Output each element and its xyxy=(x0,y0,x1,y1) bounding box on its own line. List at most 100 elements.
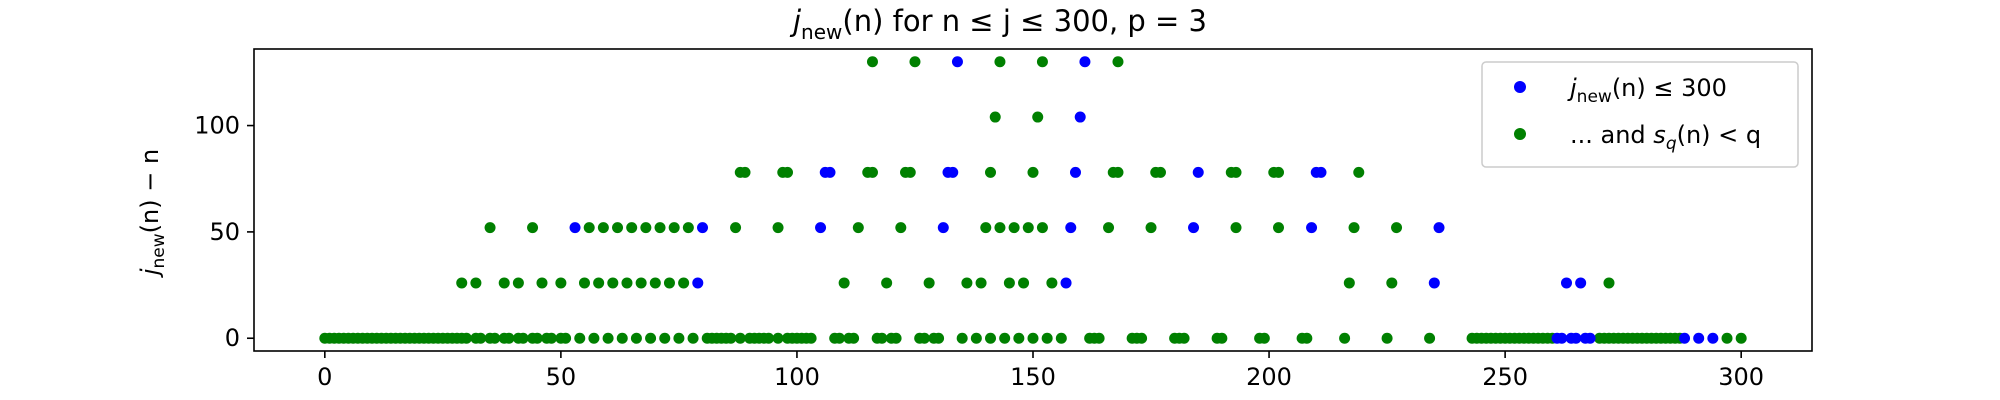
data-point-green xyxy=(805,332,817,344)
data-point-green xyxy=(626,222,638,234)
data-point-green xyxy=(890,332,902,344)
x-tick-label: 50 xyxy=(546,363,577,391)
data-point-green xyxy=(460,332,472,344)
data-point-green xyxy=(621,277,633,289)
data-point-green xyxy=(923,277,935,289)
data-point-green xyxy=(1391,222,1403,234)
data-point-green xyxy=(918,332,930,344)
data-point-green xyxy=(668,222,680,234)
data-point-green xyxy=(640,222,652,234)
data-point-blue xyxy=(1679,332,1691,344)
data-point-green xyxy=(1273,222,1285,234)
data-point-green xyxy=(630,332,642,344)
data-point-green xyxy=(616,332,628,344)
data-point-green xyxy=(1018,277,1030,289)
legend-marker-blue xyxy=(1514,81,1526,93)
data-point-green xyxy=(612,222,624,234)
data-point-green xyxy=(1112,166,1124,178)
data-point-blue xyxy=(1575,277,1587,289)
data-point-green xyxy=(730,222,742,234)
data-point-green xyxy=(659,332,671,344)
data-point-green xyxy=(838,277,850,289)
data-point-green xyxy=(645,332,657,344)
data-point-green xyxy=(682,222,694,234)
data-point-blue xyxy=(1428,277,1440,289)
data-point-blue xyxy=(1584,332,1596,344)
data-point-green xyxy=(489,332,501,344)
data-point-blue xyxy=(1065,222,1077,234)
data-point-green xyxy=(545,332,557,344)
data-point-green xyxy=(578,277,590,289)
data-point-green xyxy=(1348,222,1360,234)
data-point-green xyxy=(475,332,487,344)
data-point-green xyxy=(933,332,945,344)
data-point-green xyxy=(593,277,605,289)
data-point-green xyxy=(1136,332,1148,344)
data-point-green xyxy=(1178,332,1190,344)
data-point-green xyxy=(649,277,661,289)
data-point-green xyxy=(1735,332,1747,344)
data-point-green xyxy=(663,277,675,289)
data-point-green xyxy=(1230,222,1242,234)
data-point-green xyxy=(588,332,600,344)
data-point-green xyxy=(833,332,845,344)
data-point-green xyxy=(772,222,784,234)
data-point-blue xyxy=(1315,166,1327,178)
x-tick-label: 100 xyxy=(774,363,820,391)
data-point-green xyxy=(985,332,997,344)
x-tick-label: 250 xyxy=(1482,363,1528,391)
data-point-green xyxy=(772,332,784,344)
data-point-blue xyxy=(1188,222,1200,234)
y-tick-label: 50 xyxy=(209,218,240,246)
data-point-blue xyxy=(1433,222,1445,234)
data-point-green xyxy=(985,166,997,178)
data-point-blue xyxy=(1693,332,1705,344)
data-point-blue xyxy=(947,166,959,178)
data-point-green xyxy=(607,277,619,289)
data-point-blue xyxy=(937,222,949,234)
data-point-green xyxy=(1343,277,1355,289)
data-point-green xyxy=(739,166,751,178)
data-point-green xyxy=(1424,332,1436,344)
data-point-green xyxy=(980,222,992,234)
x-ticks: 0 50 100 150 200 250 300 xyxy=(317,351,1764,391)
data-point-green xyxy=(1339,332,1351,344)
data-point-green xyxy=(1145,222,1157,234)
x-tick-label: 200 xyxy=(1246,363,1292,391)
data-point-green xyxy=(1301,332,1313,344)
y-axis-label: jnew(n) − n xyxy=(136,149,169,278)
data-points xyxy=(319,56,1747,344)
data-point-green xyxy=(1036,222,1048,234)
data-point-blue xyxy=(951,56,963,68)
data-point-green xyxy=(574,332,586,344)
data-point-green xyxy=(734,332,746,344)
data-point-green xyxy=(961,277,973,289)
x-tick-label: 0 xyxy=(317,363,332,391)
data-point-green xyxy=(1013,332,1025,344)
data-point-green xyxy=(1008,222,1020,234)
y-tick-label: 0 xyxy=(225,324,240,352)
data-point-green xyxy=(1003,277,1015,289)
data-point-green xyxy=(560,332,572,344)
data-point-green xyxy=(956,332,968,344)
data-point-blue xyxy=(1060,277,1072,289)
data-point-green xyxy=(527,222,539,234)
data-point-green xyxy=(994,56,1006,68)
data-point-green xyxy=(1093,332,1105,344)
data-point-green xyxy=(1273,166,1285,178)
y-tick-label: 100 xyxy=(194,112,240,140)
data-point-green xyxy=(1353,166,1365,178)
data-point-green xyxy=(895,222,907,234)
data-point-blue xyxy=(1069,166,1081,178)
data-point-green xyxy=(904,166,916,178)
legend-box xyxy=(1481,61,1799,168)
data-point-blue xyxy=(569,222,581,234)
data-point-green xyxy=(498,277,510,289)
data-point-green xyxy=(484,222,496,234)
legend-label-blue: jnew(n) ≤ 300 xyxy=(1567,74,1727,107)
data-point-blue xyxy=(1707,332,1719,344)
data-point-green xyxy=(876,332,888,344)
data-point-green xyxy=(536,277,548,289)
data-point-green xyxy=(597,222,609,234)
